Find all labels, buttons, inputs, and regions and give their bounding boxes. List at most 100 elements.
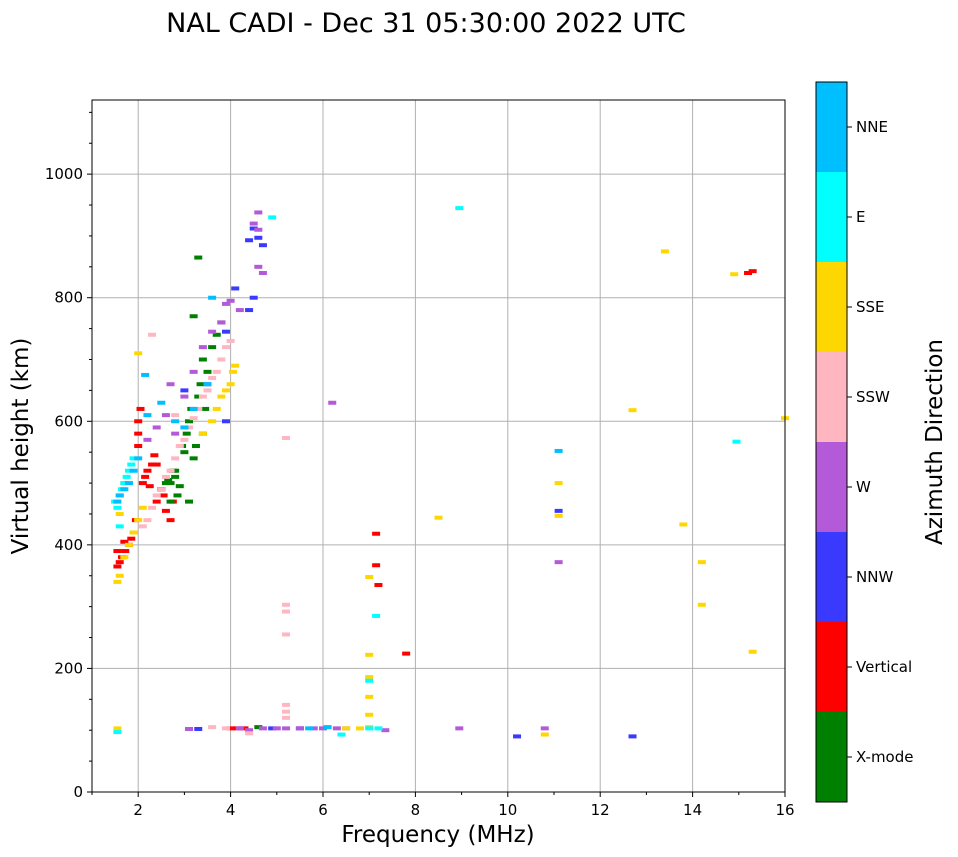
- data-point-e: [115, 524, 124, 529]
- data-point-x-mode: [185, 499, 194, 504]
- data-point-sse: [231, 363, 240, 368]
- data-point-w: [235, 726, 244, 731]
- data-point-sse: [228, 369, 237, 374]
- data-point-ssw: [138, 524, 147, 529]
- data-point-sse: [365, 675, 374, 680]
- colorbar-frame: [815, 81, 848, 803]
- data-point-x-mode: [175, 484, 184, 489]
- data-point-sse: [365, 652, 374, 657]
- data-point-ssw: [166, 468, 175, 473]
- data-point-w: [540, 726, 549, 731]
- data-point-vertical: [136, 406, 145, 411]
- data-point-nnw: [258, 243, 267, 248]
- data-point-w: [180, 394, 189, 399]
- data-point-sse: [730, 272, 739, 277]
- data-point-sse: [115, 573, 124, 578]
- data-point-x-mode: [185, 419, 194, 424]
- data-point-w: [166, 382, 175, 387]
- data-point-sse: [748, 649, 757, 654]
- data-point-ssw: [221, 726, 230, 731]
- data-point-vertical: [121, 549, 130, 554]
- data-point-vertical: [402, 651, 411, 656]
- data-point-ssw: [282, 609, 291, 614]
- data-point-nne: [208, 295, 217, 300]
- data-point-vertical: [150, 453, 159, 458]
- data-point-w: [185, 726, 194, 731]
- data-point-x-mode: [194, 394, 203, 399]
- data-point-w: [332, 726, 341, 731]
- data-point-vertical: [113, 549, 122, 554]
- data-point-nne: [323, 725, 332, 730]
- data-point-sse: [540, 732, 549, 737]
- data-point-w: [217, 320, 226, 325]
- data-point-w: [295, 726, 304, 731]
- data-point-vertical: [127, 536, 136, 541]
- data-point-sse: [342, 726, 351, 731]
- data-point-ssw: [161, 474, 170, 479]
- data-point-vertical: [748, 269, 757, 274]
- data-point-ssw: [208, 376, 217, 381]
- data-point-x-mode: [208, 345, 217, 350]
- y-tick-label: 0: [73, 783, 83, 801]
- data-point-vertical: [134, 419, 143, 424]
- data-point-w: [554, 560, 563, 565]
- data-point-sse: [365, 694, 374, 699]
- x-tick-label: 16: [775, 801, 794, 819]
- y-tick-label: 200: [54, 659, 83, 677]
- data-point-nnw: [249, 226, 258, 231]
- data-point-nnw: [194, 726, 203, 731]
- data-point-x-mode: [173, 493, 182, 498]
- data-point-vertical: [372, 563, 381, 568]
- colorbar: X-mode Vertical NNW W SSW SSE E NNE: [815, 81, 913, 803]
- data-point-sse: [434, 515, 443, 520]
- data-point-x-mode: [189, 456, 198, 461]
- data-point-ssw: [157, 487, 166, 492]
- data-point-sse: [365, 574, 374, 579]
- data-point-sse: [208, 419, 217, 424]
- data-point-x-mode: [180, 450, 189, 455]
- data-point-w: [254, 227, 263, 232]
- x-axis: 2 4 6 8 10 12 14 16: [91, 792, 795, 819]
- data-point-sse: [115, 511, 124, 516]
- data-point-w: [254, 210, 263, 215]
- colorbar-tick-label: Vertical: [856, 658, 912, 676]
- data-point-vertical: [152, 499, 161, 504]
- data-point-ssw: [152, 493, 161, 498]
- data-point-sse: [365, 712, 374, 717]
- data-point-e: [127, 462, 136, 467]
- data-point-ssw: [148, 505, 157, 510]
- data-point-x-mode: [254, 725, 263, 730]
- data-point-sse: [628, 408, 637, 413]
- data-point-ssw: [208, 725, 217, 730]
- data-point-sse: [679, 522, 688, 527]
- data-point-e: [113, 730, 122, 735]
- data-point-e: [372, 613, 381, 618]
- y-tick-label: 800: [54, 289, 83, 307]
- data-point-w: [143, 437, 152, 442]
- data-point-sse: [697, 560, 706, 565]
- data-point-ssw: [189, 416, 198, 421]
- data-point-x-mode: [161, 481, 170, 486]
- data-point-w: [208, 329, 217, 334]
- data-point-w: [282, 726, 291, 731]
- data-point-x-mode: [212, 332, 221, 337]
- data-point-nne: [115, 493, 124, 498]
- data-point-nnw: [180, 388, 189, 393]
- data-point-vertical: [141, 474, 150, 479]
- data-point-ssw: [282, 435, 291, 440]
- colorbar-tick-label: NNW: [856, 568, 893, 586]
- data-point-x-mode: [182, 431, 191, 436]
- data-point-nnw: [221, 329, 230, 334]
- data-point-w: [328, 400, 337, 405]
- data-point-x-mode: [203, 369, 212, 374]
- data-point-ssw: [282, 632, 291, 637]
- data-point-ssw: [282, 709, 291, 714]
- data-point-ssw: [282, 702, 291, 707]
- data-point-vertical: [134, 431, 143, 436]
- data-point-vertical: [145, 484, 154, 489]
- chart-title: NAL CADI - Dec 31 05:30:00 2022 UTC: [166, 8, 686, 39]
- data-point-nnw: [245, 238, 254, 243]
- data-point-w: [226, 298, 235, 303]
- colorbar-swatch: [816, 262, 847, 352]
- data-point-w: [235, 308, 244, 313]
